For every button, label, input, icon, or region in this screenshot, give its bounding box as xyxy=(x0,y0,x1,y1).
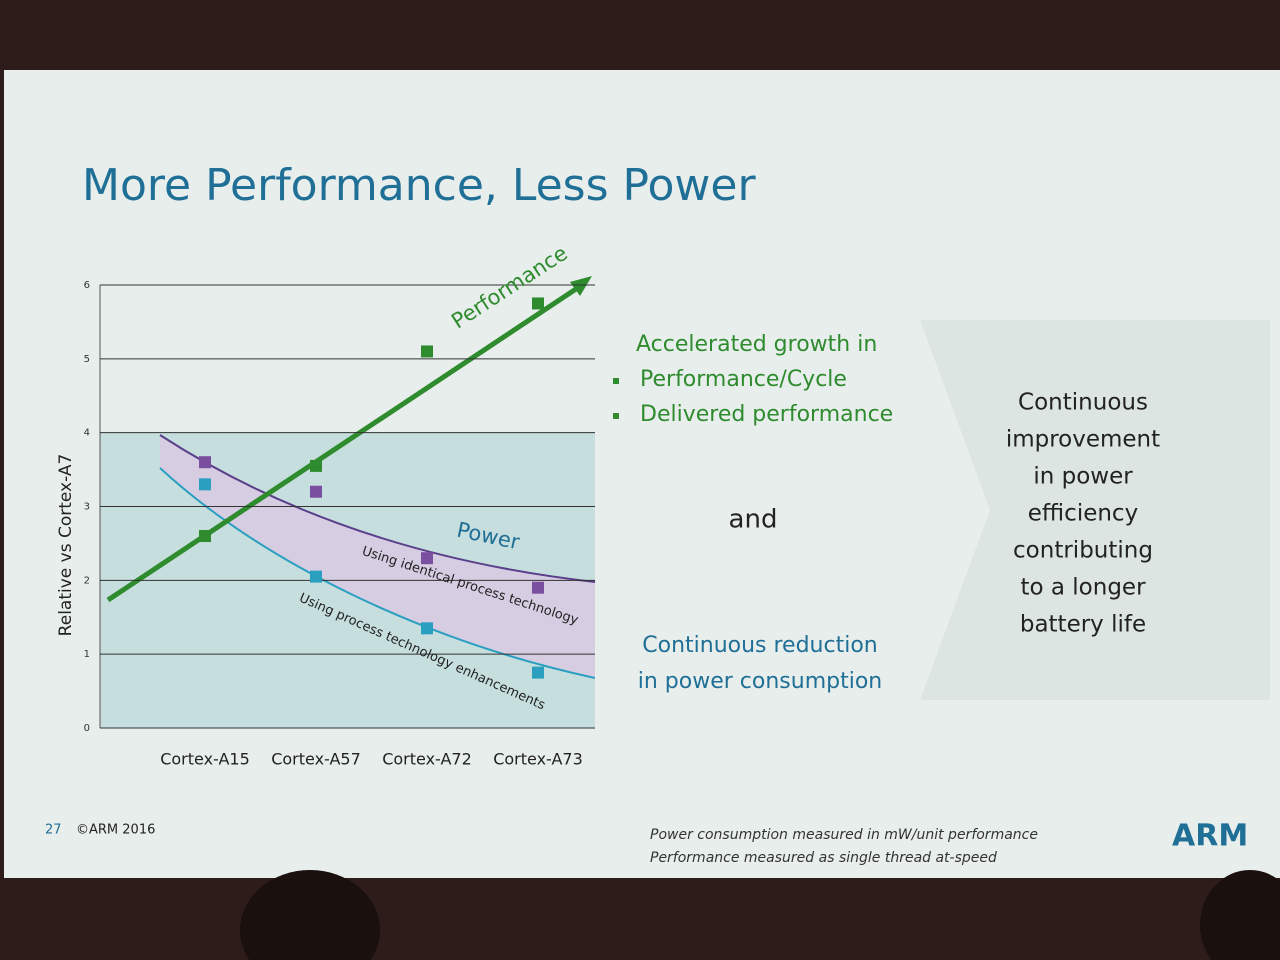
audience-head xyxy=(1200,870,1280,960)
y-tick-label: 2 xyxy=(84,575,90,586)
point xyxy=(421,622,433,635)
bullet-text: Performance/Cycle xyxy=(640,367,847,392)
point xyxy=(532,297,544,310)
x-tick-label: Cortex-A57 xyxy=(271,750,361,769)
x-tick-label: Cortex-A73 xyxy=(493,750,583,769)
y-axis-label: Relative vs Cortex-A7 xyxy=(56,454,76,637)
conclusion-line: contributing xyxy=(1013,538,1153,564)
point xyxy=(310,570,322,583)
y-ticks: 0 1 2 3 4 5 6 xyxy=(84,280,90,734)
bullet-text: Delivered performance xyxy=(640,402,893,427)
arrow-box xyxy=(920,320,1270,700)
conclusion-line: in power xyxy=(1033,464,1133,490)
conclusion-line: Continuous xyxy=(1018,390,1148,416)
performance-trend xyxy=(106,282,584,603)
trend-arrowhead xyxy=(570,276,592,296)
footnote: Power consumption measured in mW/unit pe… xyxy=(650,827,1038,843)
chart xyxy=(99,276,596,729)
point xyxy=(421,552,433,565)
point xyxy=(532,666,544,679)
y-tick-label: 5 xyxy=(84,354,90,365)
x-tick-label: Cortex-A15 xyxy=(160,750,250,769)
point xyxy=(199,456,211,469)
point xyxy=(199,478,211,491)
point xyxy=(532,581,544,594)
logo: ARM xyxy=(1172,819,1248,854)
reduction-line: in power consumption xyxy=(638,669,882,694)
reduction-line: Continuous reduction xyxy=(642,633,878,658)
y-tick-label: 1 xyxy=(84,649,90,660)
slide-title: More Performance, Less Power xyxy=(82,160,756,211)
y-tick-label: 0 xyxy=(84,723,90,734)
enhanced-curve xyxy=(159,467,596,679)
y-tick-label: 3 xyxy=(84,502,90,513)
y-tick-label: 6 xyxy=(84,280,90,291)
conclusion-line: efficiency xyxy=(1028,501,1138,527)
copyright: ©ARM 2016 xyxy=(76,823,155,838)
conclusion: Continuous improvement in power efficiency c… xyxy=(1006,390,1160,638)
connector: and xyxy=(729,505,778,535)
conclusion-line: to a longer xyxy=(1020,575,1146,601)
point xyxy=(310,485,322,498)
point xyxy=(199,530,211,543)
footnote: Performance measured as single thread at… xyxy=(650,850,997,866)
page-number: 27 xyxy=(45,823,62,838)
x-tick-label: Cortex-A72 xyxy=(382,750,472,769)
conclusion-line: improvement xyxy=(1006,427,1160,453)
conclusion-line: battery life xyxy=(1020,612,1146,638)
point xyxy=(421,345,433,358)
bullet xyxy=(613,413,619,419)
growth-heading: Accelerated growth in xyxy=(636,332,877,357)
point xyxy=(310,459,322,472)
bullet xyxy=(613,378,619,384)
y-tick-label: 4 xyxy=(84,428,90,439)
audience-head xyxy=(240,870,380,960)
